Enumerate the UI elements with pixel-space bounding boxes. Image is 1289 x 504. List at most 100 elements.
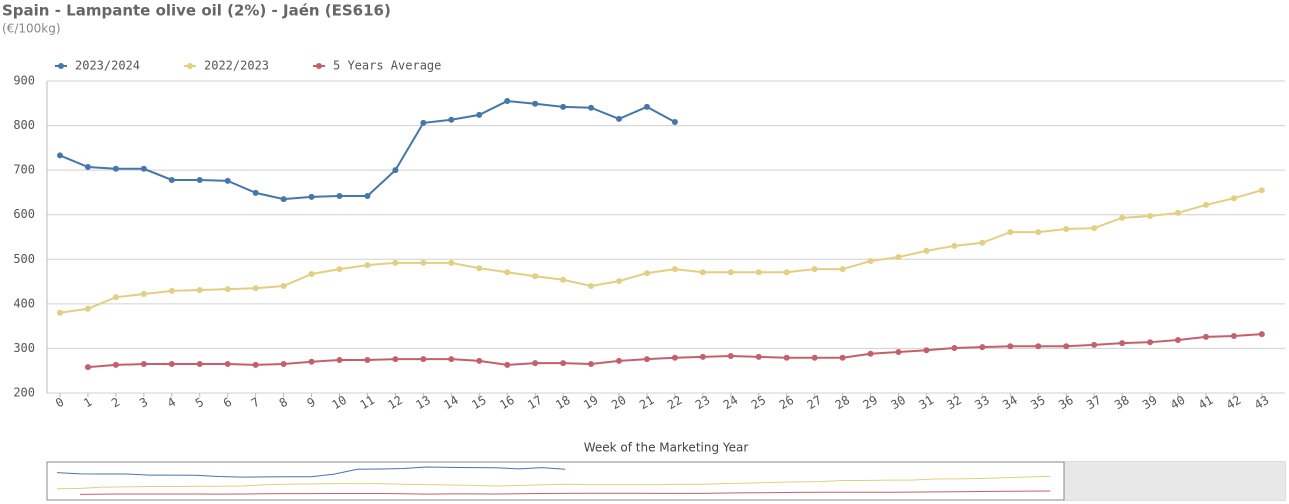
point (1230, 332, 1237, 339)
navigator-line (56, 466, 566, 478)
point (588, 104, 595, 111)
x-tick-label: 2 (109, 395, 122, 411)
point (420, 259, 427, 266)
legend-label: 2022/2023 (204, 59, 269, 73)
point (280, 196, 287, 203)
point (1258, 331, 1265, 338)
point (923, 347, 930, 354)
point (57, 309, 63, 316)
point (1007, 229, 1014, 236)
point (923, 247, 930, 254)
x-tick-label: 23 (693, 393, 713, 412)
point (280, 361, 287, 368)
x-tick-label: 34 (1000, 393, 1020, 412)
point (140, 291, 147, 298)
y-tick-label: 900 (13, 74, 35, 88)
point (1119, 340, 1126, 347)
chart-title: Spain - Lampante olive oil (2%) - Jaén (… (2, 2, 391, 20)
point (616, 278, 622, 285)
x-tick-label: 15 (469, 393, 489, 412)
y-tick-label: 300 (13, 341, 35, 355)
point (560, 103, 567, 110)
point (1147, 213, 1154, 220)
point (112, 294, 119, 301)
point (308, 270, 315, 277)
point (532, 100, 539, 107)
x-tick-label: 13 (413, 393, 433, 412)
point (476, 111, 483, 118)
point (420, 119, 427, 126)
point (839, 354, 846, 361)
point (224, 286, 231, 293)
point (224, 177, 231, 184)
x-tick-label: 6 (221, 395, 234, 411)
point (643, 356, 650, 363)
series-line (59, 189, 1263, 314)
point (867, 258, 874, 265)
point (84, 364, 91, 371)
point (560, 276, 567, 283)
x-tick-label: 20 (609, 393, 629, 412)
x-tick-label: 3 (137, 395, 150, 411)
point (783, 269, 790, 276)
point (364, 357, 371, 364)
point (951, 344, 958, 351)
chart-subtitle: (€/100kg) (2, 22, 61, 36)
x-tick-label: 43 (1252, 393, 1272, 412)
point (112, 165, 119, 172)
point (196, 176, 203, 183)
x-tick-label: 25 (749, 393, 769, 412)
point (168, 176, 175, 183)
point (727, 353, 734, 360)
point (1063, 343, 1070, 350)
point (420, 356, 427, 363)
x-tick-label: 9 (305, 395, 318, 411)
point (112, 361, 119, 368)
point (755, 269, 762, 276)
point (671, 119, 678, 126)
point (979, 239, 986, 246)
point (364, 262, 371, 269)
point (392, 167, 399, 174)
point (811, 266, 818, 273)
x-tick-label: 42 (1224, 393, 1244, 412)
point (588, 283, 595, 290)
point (1202, 333, 1209, 340)
point (783, 354, 790, 361)
y-tick-label: 800 (13, 118, 35, 132)
point (699, 353, 706, 360)
point (476, 357, 483, 364)
y-tick-label: 500 (13, 252, 35, 266)
navigator-line (80, 490, 1051, 495)
x-axis-label: Week of the Marketing Year (584, 441, 749, 455)
point (560, 360, 567, 367)
point (979, 344, 986, 351)
x-tick-label: 31 (916, 393, 936, 412)
x-tick-label: 10 (329, 393, 349, 412)
point (140, 361, 147, 368)
x-tick-label: 24 (721, 393, 741, 412)
point (755, 353, 762, 360)
x-tick-label: 32 (944, 393, 964, 412)
legend-marker (187, 63, 193, 69)
navigator-window[interactable] (46, 461, 1065, 501)
point (1147, 339, 1154, 346)
point (1175, 336, 1181, 343)
point (1175, 209, 1181, 216)
x-tick-label: 12 (385, 393, 405, 412)
y-tick-label: 400 (13, 296, 35, 310)
x-tick-label: 39 (1140, 393, 1160, 412)
point (196, 361, 203, 368)
point (308, 193, 315, 200)
point (168, 287, 175, 294)
x-tick-label: 19 (581, 393, 601, 412)
x-tick-label: 28 (833, 393, 853, 412)
point (839, 266, 846, 273)
x-tick-label: 40 (1168, 393, 1188, 412)
point (951, 242, 958, 249)
point (1035, 229, 1042, 236)
point (1119, 214, 1126, 221)
point (1091, 341, 1098, 348)
legend-label: 5 Years Average (333, 59, 441, 73)
